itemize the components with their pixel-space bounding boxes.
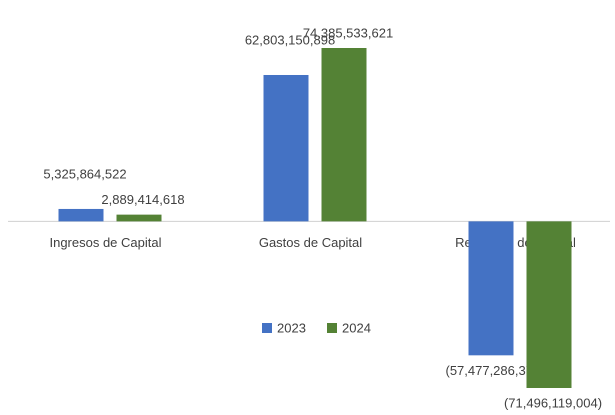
x-tick-label: Gastos de Capital (259, 235, 362, 250)
bar (468, 221, 514, 356)
data-label: 2,889,414,618 (101, 192, 184, 207)
bar (321, 48, 367, 222)
legend-label: 2023 (277, 320, 306, 335)
bar (263, 74, 309, 222)
legend-swatch (262, 323, 272, 333)
data-label: 74,385,533,621 (303, 25, 393, 40)
data-label: 5,325,864,522 (43, 166, 126, 181)
data-label: (57,477,286,376) (445, 363, 544, 378)
legend-label: 2024 (342, 320, 371, 335)
bar (58, 208, 104, 222)
data-label: 62,803,150,898 (245, 32, 335, 47)
bar (526, 221, 572, 388)
data-label: (71,496,119,004) (504, 395, 602, 410)
legend-swatch (327, 323, 337, 333)
bar (116, 214, 162, 222)
x-tick-label: Ingresos de Capital (49, 235, 161, 250)
